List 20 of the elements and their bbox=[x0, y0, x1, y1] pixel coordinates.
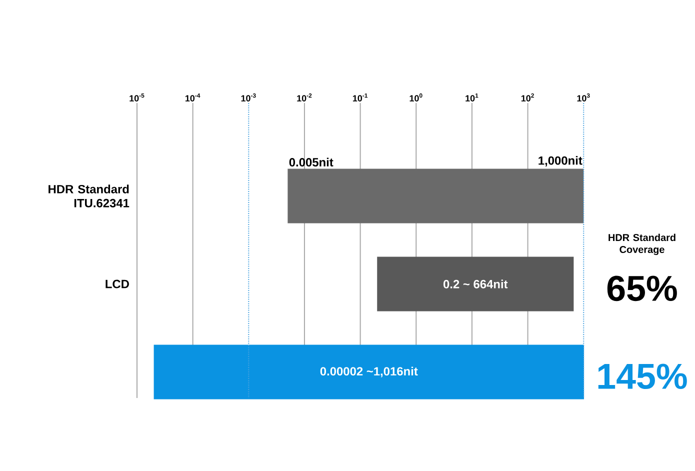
x-tick-label: 10$^{2}$ bbox=[521, 93, 534, 102]
x-tick-label: 10$^{-4}$ bbox=[185, 93, 200, 102]
text: HDR Standard Coverage bbox=[608, 234, 676, 256]
x-tick-label: 10$^{-1}$ bbox=[352, 93, 368, 102]
annotation: 1,000nit bbox=[538, 156, 582, 167]
text: 145% bbox=[598, 364, 687, 390]
data-label: 0.00002 ~1,016nit bbox=[320, 366, 418, 378]
x-tick-label: 10$^{-3}$ bbox=[241, 93, 256, 102]
bar bbox=[377, 256, 574, 312]
text: 65% bbox=[607, 276, 677, 302]
x-tick-label: 10$^{3}$ bbox=[577, 93, 590, 102]
x-tick-label: 10$^{-5}$ bbox=[130, 93, 144, 102]
y-tick-label: LCD bbox=[106, 280, 129, 288]
y-tick-label: HDR Standard ITU.62341 bbox=[48, 184, 130, 208]
x-tick-label: 10$^{1}$ bbox=[466, 93, 478, 102]
x-tick-label: 10$^{-2}$ bbox=[297, 93, 312, 102]
bar bbox=[288, 168, 584, 224]
bar bbox=[154, 344, 584, 400]
data-label: 0.2 ~ 664nit bbox=[443, 280, 508, 288]
x-tick-label: 10$^{0}$ bbox=[410, 93, 422, 102]
